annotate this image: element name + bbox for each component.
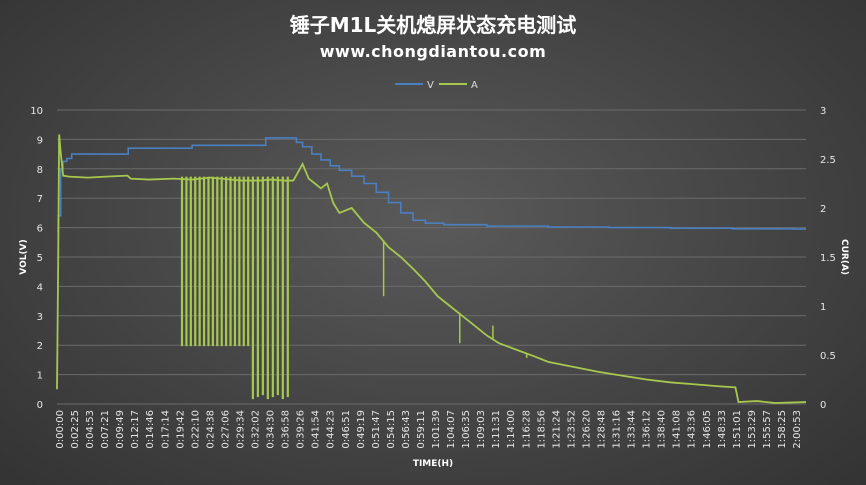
x-tick-label: 0:46:51 <box>341 410 352 449</box>
left-axis-title: VOL(V) <box>19 239 29 274</box>
x-tick-label: 1:01:39 <box>431 410 442 449</box>
right-tick-label: 2.5 <box>820 155 836 166</box>
x-tick-label: 0:51:47 <box>371 410 382 449</box>
legend-label-a: A <box>471 80 478 91</box>
left-tick-label: 2 <box>37 341 43 352</box>
x-tick-label: 0:36:58 <box>281 410 292 449</box>
x-tick-label: 0:34:30 <box>266 410 277 449</box>
x-tick-label: 0:44:23 <box>326 410 337 449</box>
left-tick-label: 3 <box>37 312 43 323</box>
x-tick-label: 1:46:05 <box>702 410 713 449</box>
x-tick-label: 1:18:56 <box>536 410 547 449</box>
x-tick-label: 0:12:17 <box>130 410 141 449</box>
x-axis-title: TIME(H) <box>413 459 453 469</box>
left-tick-label: 5 <box>37 253 43 264</box>
x-tick-label: 1:21:24 <box>551 410 562 449</box>
left-tick-label: 4 <box>37 282 43 293</box>
x-tick-label: 0:41:54 <box>311 410 322 449</box>
right-tick-label: 1 <box>820 302 826 313</box>
left-tick-label: 8 <box>37 165 43 176</box>
left-tick-label: 9 <box>37 135 43 146</box>
x-tick-label: 1:58:25 <box>777 410 788 449</box>
right-tick-label: 0 <box>820 400 826 411</box>
right-tick-label: 3 <box>820 106 826 117</box>
right-axis-title: CUR(A) <box>839 239 849 275</box>
x-tick-label: 0:14:46 <box>145 410 156 449</box>
x-tick-label: 0:32:02 <box>251 410 262 449</box>
right-tick-label: 0.5 <box>820 351 836 362</box>
gridlines <box>57 109 806 405</box>
x-tick-label: 1:09:03 <box>476 410 487 449</box>
x-tick-label: 2:00:53 <box>792 410 803 449</box>
x-tick-label: 0:59:11 <box>416 410 427 449</box>
x-tick-label: 0:09:49 <box>115 410 126 449</box>
x-tick-label: 0:07:21 <box>100 410 111 449</box>
x-tick-label: 1:04:07 <box>446 410 457 449</box>
legend-label-v: V <box>427 80 434 91</box>
x-tick-label: 1:28:48 <box>596 410 607 449</box>
x-tick-label: 1:36:12 <box>642 410 653 449</box>
legend: V A <box>395 80 478 91</box>
x-tick-label: 1:41:08 <box>672 410 683 449</box>
right-axis-ticks: 0 0.5 1 1.5 2 2.5 3 <box>820 106 836 411</box>
x-tick-label: 1:26:20 <box>581 410 592 449</box>
x-tick-label: 1:11:31 <box>491 410 502 449</box>
x-tick-label: 1:55:57 <box>762 410 773 449</box>
left-tick-label: 7 <box>37 194 43 205</box>
right-tick-label: 1.5 <box>820 253 836 264</box>
x-tick-label: 0:56:43 <box>401 410 412 449</box>
x-tick-label: 1:16:28 <box>521 410 532 449</box>
left-tick-label: 1 <box>37 371 43 382</box>
plot-area <box>56 134 807 404</box>
x-tick-label: 1:53:29 <box>747 410 758 449</box>
x-tick-label: 1:33:44 <box>627 410 638 449</box>
x-tick-label: 0:24:38 <box>205 410 216 449</box>
x-tick-label: 0:04:53 <box>85 410 96 449</box>
x-tick-label: 0:39:26 <box>296 410 307 449</box>
x-tick-label: 1:51:01 <box>732 410 743 449</box>
x-axis-ticks: 0:00:00 0:02:25 0:04:53 0:07:21 0:09:49 0:12:… <box>55 410 803 449</box>
left-tick-label: 0 <box>37 400 43 411</box>
x-tick-label: 1:38:40 <box>657 410 668 449</box>
series-line-a <box>56 134 807 404</box>
x-tick-label: 0:17:14 <box>160 410 171 449</box>
x-tick-label: 0:19:42 <box>175 410 186 449</box>
x-tick-label: 0:54:15 <box>386 410 397 449</box>
x-tick-label: 1:23:52 <box>566 410 577 449</box>
right-tick-label: 2 <box>820 204 826 215</box>
x-tick-label: 0:27:06 <box>220 410 231 449</box>
series-line-v <box>57 137 806 232</box>
left-axis-ticks: 0 1 2 3 4 5 6 7 8 9 10 <box>30 106 43 411</box>
chart-subtitle: www.chongdiantou.com <box>320 42 547 61</box>
x-tick-label: 0:29:34 <box>235 410 246 449</box>
x-tick-label: 0:02:25 <box>70 410 81 449</box>
x-tick-label: 1:31:16 <box>612 410 623 449</box>
left-tick-label: 6 <box>37 224 43 235</box>
x-tick-label: 0:49:19 <box>356 410 367 449</box>
chart-title: 锤子M1L关机熄屏状态充电测试 <box>290 13 577 37</box>
x-tick-label: 1:14:00 <box>506 410 517 449</box>
x-tick-label: 0:22:10 <box>190 410 201 449</box>
x-tick-label: 1:43:36 <box>687 410 698 449</box>
x-tick-label: 1:06:35 <box>461 410 472 449</box>
x-tick-label: 0:00:00 <box>55 410 66 449</box>
left-tick-label: 10 <box>30 106 43 117</box>
x-tick-label: 1:48:33 <box>717 410 728 449</box>
